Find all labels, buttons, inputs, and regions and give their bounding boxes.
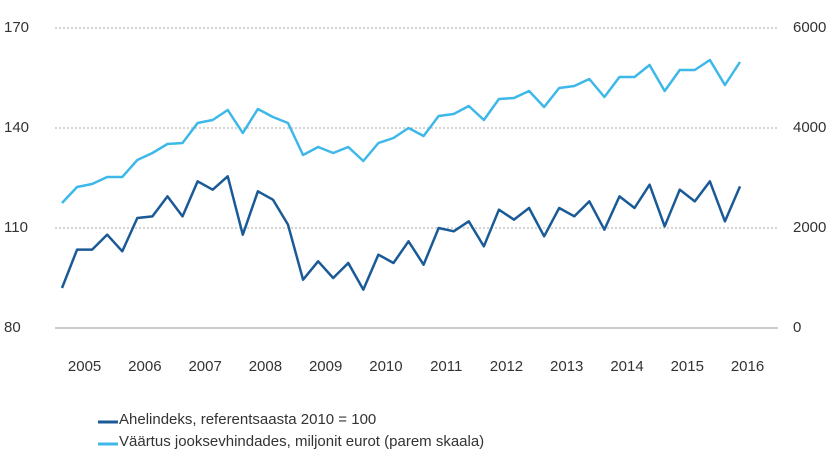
x-tick-label: 2006 — [128, 358, 161, 375]
y2-tick-label: 0 — [793, 319, 801, 336]
x-tick-label: 2016 — [731, 358, 764, 375]
y2-tick-label: 4000 — [793, 119, 826, 136]
legend-label: Ahelindeks, referentsaasta 2010 = 100 — [119, 411, 376, 428]
y-tick-label: 170 — [4, 19, 29, 36]
legend-label: Väärtus jooksevhindades, miljonit eurot … — [119, 433, 484, 450]
x-tick-label: 2011 — [430, 358, 462, 375]
y2-tick-label: 2000 — [793, 219, 826, 236]
x-tick-label: 2005 — [68, 358, 101, 375]
x-tick-label: 2007 — [188, 358, 221, 375]
y-tick-label: 140 — [4, 119, 29, 136]
x-tick-label: 2008 — [249, 358, 282, 375]
x-tick-label: 2015 — [671, 358, 704, 375]
series-line — [60, 175, 742, 291]
y2-tick-label: 6000 — [793, 19, 826, 36]
x-tick-label: 2013 — [550, 358, 583, 375]
x-tick-label: 2010 — [369, 358, 402, 375]
series-line — [61, 58, 742, 204]
x-tick-label: 2014 — [610, 358, 643, 375]
x-tick-label: 2012 — [490, 358, 523, 375]
y-tick-label: 80 — [4, 319, 21, 336]
x-tick-label: 2009 — [309, 358, 342, 375]
y-tick-label: 110 — [4, 219, 28, 236]
